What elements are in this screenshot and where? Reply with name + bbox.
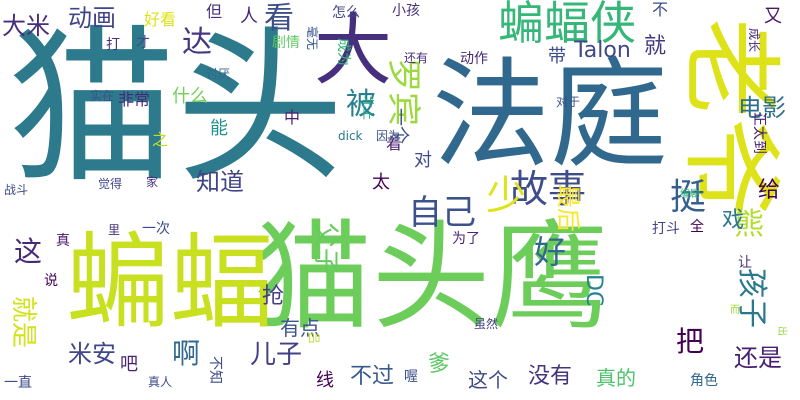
cloud-word: 不 bbox=[652, 0, 669, 19]
cloud-word: 而 bbox=[730, 305, 740, 316]
cloud-word: 讨厌 bbox=[206, 67, 231, 81]
cloud-word: 家 bbox=[146, 175, 159, 189]
cloud-word: 法庭 bbox=[432, 46, 669, 184]
cloud-word: 人 bbox=[240, 6, 258, 27]
cloud-word: 米安 bbox=[68, 340, 116, 368]
cloud-word: 打斗 bbox=[652, 221, 680, 237]
cloud-word: 什么 bbox=[172, 86, 208, 107]
cloud-word: 真 bbox=[56, 233, 70, 249]
cloud-word: 啊 bbox=[172, 337, 201, 370]
cloud-word: 因为 bbox=[376, 129, 401, 143]
cloud-word: 电影 bbox=[738, 94, 786, 122]
cloud-word: Talon bbox=[574, 38, 631, 63]
cloud-word: 不过 bbox=[350, 364, 395, 389]
cloud-word: 对于 bbox=[556, 95, 581, 109]
cloud-word: 抢 bbox=[262, 284, 285, 309]
cloud-word: 不知 bbox=[207, 356, 223, 384]
cloud-word: 这 bbox=[14, 235, 43, 268]
cloud-word: 把 bbox=[676, 325, 705, 358]
cloud-word: 觉得 bbox=[98, 177, 123, 191]
cloud-word: 吕 bbox=[307, 332, 321, 345]
cloud-word: 没有 bbox=[528, 364, 573, 389]
cloud-word: 打 bbox=[106, 37, 120, 53]
cloud-word: 故事 bbox=[510, 167, 587, 211]
cloud-word: 达 bbox=[182, 25, 212, 60]
cloud-word: 猫头 bbox=[8, 10, 344, 206]
cloud-word: 战斗 bbox=[4, 183, 29, 197]
cloud-word: 真人 bbox=[148, 375, 173, 389]
cloud-word: 给 bbox=[758, 178, 781, 203]
cloud-word: 怎么 bbox=[332, 5, 360, 21]
cloud-word: 又 bbox=[764, 6, 782, 27]
cloud-word: 剧情 bbox=[272, 35, 300, 51]
cloud-word: 真的 bbox=[596, 366, 636, 390]
cloud-word: 对 bbox=[414, 150, 432, 171]
cloud-word: 实在 bbox=[90, 89, 115, 103]
cloud-word: 有点 bbox=[280, 316, 320, 340]
cloud-word: 还是 bbox=[734, 344, 782, 372]
cloud-word: dick bbox=[338, 129, 363, 143]
cloud-word: 才 bbox=[136, 35, 150, 51]
cloud-word: 爹 bbox=[428, 352, 451, 377]
cloud-word: 挺 bbox=[670, 177, 707, 218]
cloud-word: 这个 bbox=[468, 368, 508, 392]
cloud-word: 好 bbox=[534, 233, 567, 271]
cloud-word: 让 bbox=[738, 255, 752, 271]
cloud-word: 北上 bbox=[361, 96, 375, 121]
cloud-word: 说 bbox=[44, 273, 58, 289]
cloud-word: 非常 bbox=[118, 90, 151, 109]
cloud-word: 就是 bbox=[8, 296, 38, 349]
cloud-word: 知道 bbox=[196, 168, 244, 196]
cloud-word: 就 bbox=[644, 34, 667, 59]
cloud-word: 好看 bbox=[144, 10, 177, 29]
cloud-word: 成长 bbox=[747, 28, 761, 53]
cloud-word: 看 bbox=[264, 1, 294, 36]
cloud-word: 角色 bbox=[690, 373, 718, 389]
cloud-word: 戏 bbox=[722, 208, 745, 233]
cloud-word: DC bbox=[581, 274, 606, 307]
cloud-word: 但 bbox=[206, 2, 223, 21]
cloud-word: 大米 bbox=[2, 12, 50, 40]
cloud-word: 正太到 bbox=[751, 112, 767, 154]
cloud-word: 带 bbox=[548, 46, 566, 67]
cloud-word: 小孩 bbox=[392, 3, 420, 19]
cloud-word: 着 bbox=[386, 134, 403, 153]
cloud-word: 毫无 bbox=[305, 26, 319, 51]
cloud-word: 少 bbox=[486, 173, 526, 219]
cloud-word: 之 bbox=[152, 130, 169, 149]
cloud-word: 熊 bbox=[734, 207, 764, 242]
cloud-word: 动画 bbox=[68, 4, 116, 32]
cloud-word: 为了 bbox=[452, 231, 480, 247]
cloud-word: 孩子 bbox=[734, 268, 769, 328]
cloud-word: 大 bbox=[314, 6, 393, 96]
cloud-word: 喔 bbox=[404, 369, 418, 385]
cloud-word: 蝙蝠 bbox=[66, 221, 275, 343]
cloud-word: 线 bbox=[316, 370, 334, 391]
cloud-word: 父子 bbox=[310, 222, 340, 275]
cloud-word: 出 bbox=[776, 326, 787, 336]
cloud-word: 一次 bbox=[142, 221, 170, 237]
cloud-word: 能 bbox=[210, 118, 228, 139]
cloud-word: 全 bbox=[690, 219, 704, 235]
cloud-word: 一直 bbox=[4, 375, 32, 391]
cloud-word: 动作 bbox=[460, 51, 488, 67]
cloud-word: 中 bbox=[284, 108, 301, 127]
cloud-word: 吧 bbox=[120, 354, 138, 375]
cloud-word: 最后 bbox=[554, 184, 582, 232]
cloud-word: 太 bbox=[372, 172, 390, 193]
cloud-word: 儿子 bbox=[250, 340, 303, 370]
cloud-word: 成为 bbox=[335, 38, 351, 66]
cloud-word: 猫头鹰 bbox=[254, 208, 609, 346]
cloud-word: 被 bbox=[346, 87, 376, 122]
cloud-word: 自己 bbox=[408, 193, 476, 233]
cloud-word: 里 bbox=[108, 223, 121, 237]
cloud-word: 编剧 bbox=[680, 189, 700, 200]
cloud-word: 还有 bbox=[404, 51, 429, 65]
cloud-word: 虽然 bbox=[474, 317, 499, 331]
cloud-word: 蝙蝠侠 bbox=[498, 0, 636, 50]
